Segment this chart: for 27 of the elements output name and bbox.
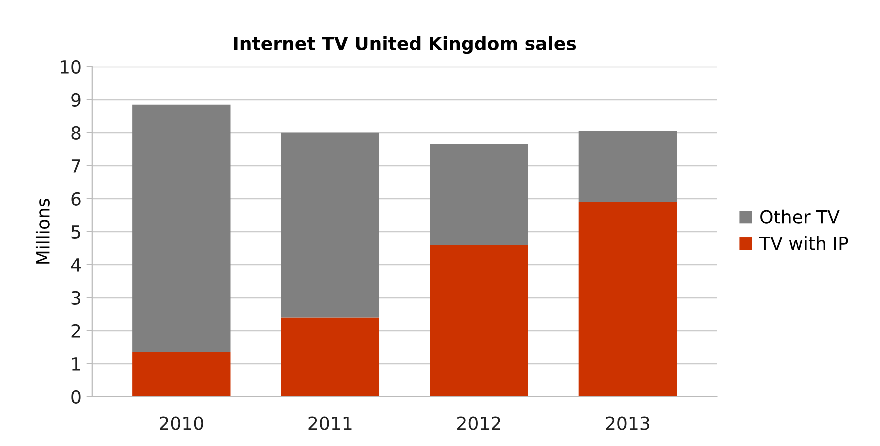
bar bbox=[132, 352, 231, 397]
y-tick-label: 0 bbox=[72, 390, 81, 404]
x-tick-label: 2012 bbox=[458, 416, 500, 430]
bar bbox=[281, 132, 380, 318]
y-tick-label: 8 bbox=[72, 126, 81, 140]
y-tick-label: 3 bbox=[72, 291, 81, 306]
y-tick-label: 7 bbox=[72, 160, 80, 173]
y-tick-label: 5 bbox=[72, 226, 80, 240]
chart-title: Internet TV United Kingdom sales bbox=[234, 36, 576, 54]
bar bbox=[578, 202, 678, 397]
y-tick-label: 6 bbox=[72, 192, 81, 206]
y-tick-label: 10 bbox=[60, 60, 81, 74]
y-tick-label: 1 bbox=[72, 358, 80, 371]
y-tick-label: 9 bbox=[72, 93, 81, 108]
legend-label: Other TV bbox=[760, 210, 840, 224]
legend-label: TV with IP bbox=[760, 236, 848, 250]
y-axis-title: Millions bbox=[36, 199, 50, 264]
bar bbox=[281, 318, 380, 397]
bar bbox=[578, 131, 678, 202]
y-tick-label: 2 bbox=[72, 324, 80, 338]
bar bbox=[132, 104, 231, 352]
x-tick-label: 2011 bbox=[308, 416, 352, 430]
x-tick-label: 2013 bbox=[606, 416, 650, 430]
y-tick-label: 4 bbox=[71, 258, 81, 272]
x-tick-label: 2010 bbox=[160, 416, 204, 430]
bar bbox=[430, 245, 528, 397]
bar bbox=[430, 144, 528, 246]
